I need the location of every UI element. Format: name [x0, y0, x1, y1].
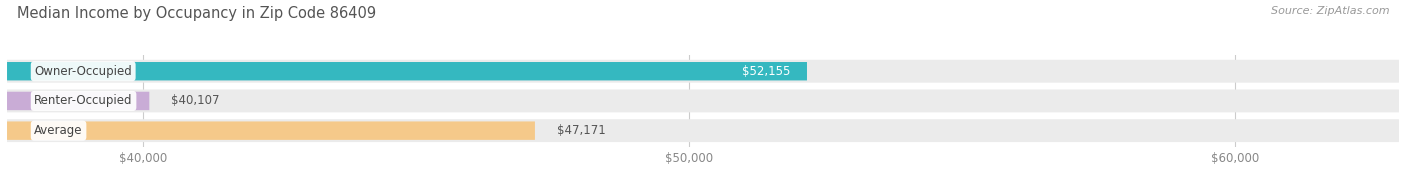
Text: Owner-Occupied: Owner-Occupied: [34, 65, 132, 78]
Text: Source: ZipAtlas.com: Source: ZipAtlas.com: [1271, 6, 1389, 16]
Text: Average: Average: [34, 124, 83, 137]
Text: Renter-Occupied: Renter-Occupied: [34, 94, 132, 107]
FancyBboxPatch shape: [7, 90, 1399, 112]
Text: Median Income by Occupancy in Zip Code 86409: Median Income by Occupancy in Zip Code 8…: [17, 6, 375, 21]
FancyBboxPatch shape: [7, 60, 1399, 83]
FancyBboxPatch shape: [7, 92, 149, 110]
Text: $40,107: $40,107: [172, 94, 219, 107]
FancyBboxPatch shape: [7, 62, 807, 80]
Text: $52,155: $52,155: [742, 65, 790, 78]
Text: $47,171: $47,171: [557, 124, 606, 137]
FancyBboxPatch shape: [7, 119, 1399, 142]
FancyBboxPatch shape: [7, 122, 534, 140]
